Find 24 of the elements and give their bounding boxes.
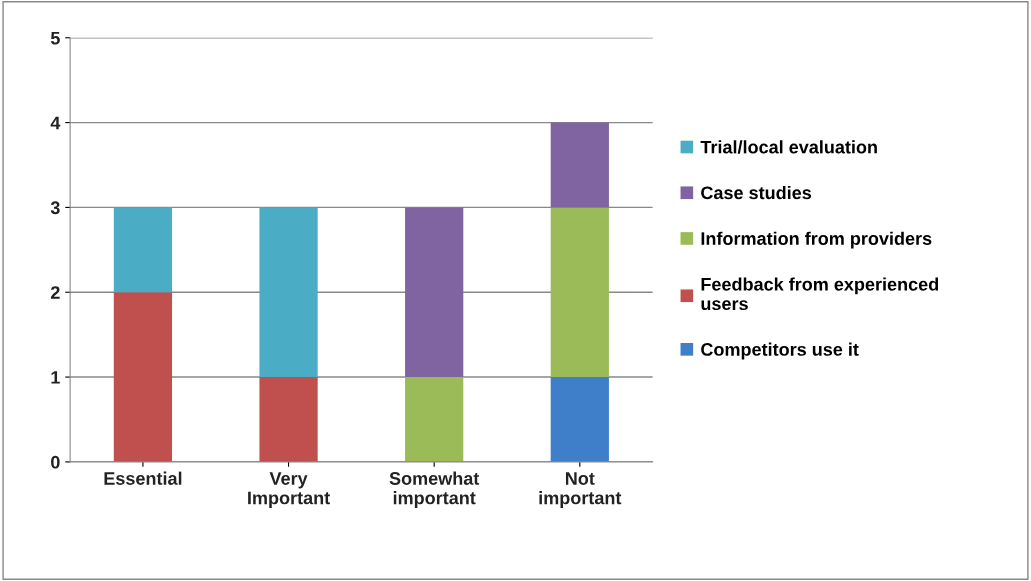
y-tick-label: 1	[51, 371, 60, 384]
x-tick-label: Very Important	[248, 472, 330, 508]
bar	[113, 292, 173, 462]
y-tick-label: 2	[50, 286, 60, 299]
bar	[550, 207, 609, 378]
legend-label: Trial/local evaluation	[700, 140, 877, 154]
bar	[405, 377, 464, 462]
bar	[550, 122, 609, 208]
bar	[259, 207, 318, 378]
bar	[259, 377, 318, 462]
bar	[405, 207, 464, 378]
x-tick-label: Not important	[539, 472, 622, 508]
x-tick-label: Somewhat important	[389, 471, 480, 508]
y-tick-label: 5	[50, 31, 60, 45]
x-tick-label: Essential	[104, 471, 182, 485]
legend-label: Case studies	[701, 185, 812, 200]
legend-label: Competitors use it	[701, 342, 859, 360]
y-tick-label: 3	[50, 201, 60, 215]
y-tick-label: 0	[51, 455, 60, 469]
legend-label: Feedback from experienced users	[701, 277, 939, 311]
legend-label: Information from providers	[701, 231, 932, 249]
y-tick-label: 4	[50, 116, 61, 130]
bar	[550, 377, 609, 462]
bar	[113, 207, 173, 293]
